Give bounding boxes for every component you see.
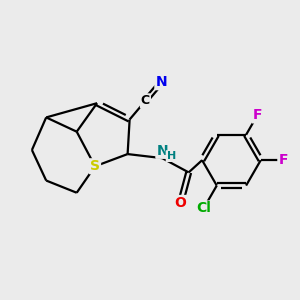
Text: O: O	[175, 196, 187, 210]
Text: F: F	[278, 153, 288, 167]
Text: H: H	[167, 151, 176, 161]
Text: N: N	[156, 144, 168, 158]
Text: F: F	[253, 108, 262, 122]
Text: N: N	[155, 75, 167, 89]
Text: C: C	[141, 94, 150, 107]
Text: S: S	[90, 159, 100, 173]
Text: Cl: Cl	[196, 202, 211, 215]
